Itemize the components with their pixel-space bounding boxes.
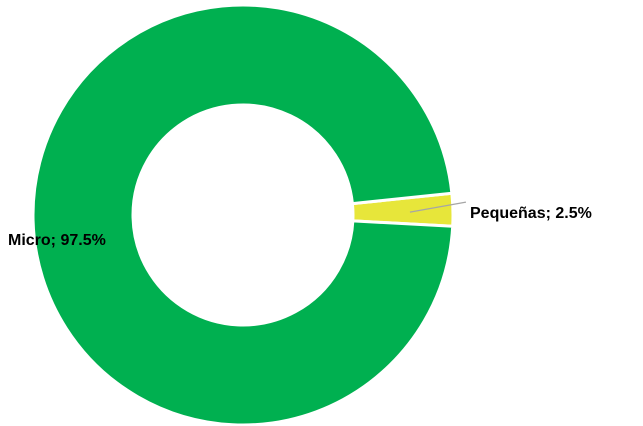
slice-micro	[31, 3, 455, 426]
data-label-pequenas: Pequeñas; 2.5%	[470, 205, 592, 222]
pequenas-leader-line	[409, 201, 467, 213]
slices-group	[31, 3, 455, 426]
data-label-micro: Micro; 97.5%	[8, 232, 106, 249]
